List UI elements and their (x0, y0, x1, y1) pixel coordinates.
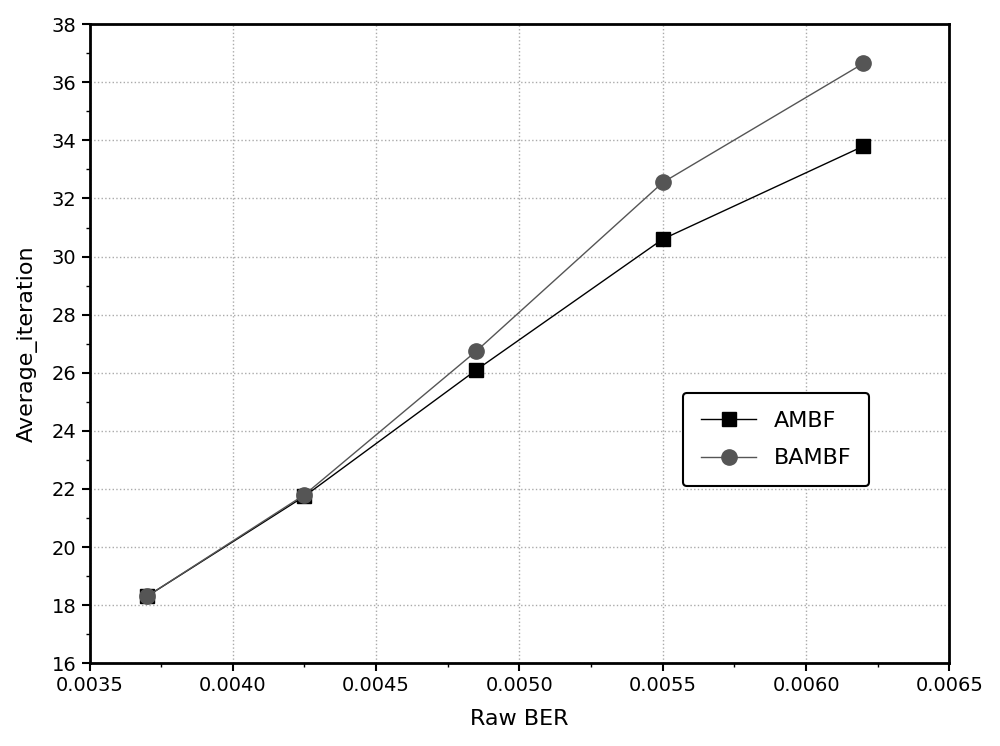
Y-axis label: Average_iteration: Average_iteration (17, 245, 38, 442)
BAMBF (657, 178, 669, 187)
Line: BAMBF: BAMBF (139, 56, 871, 604)
BAMBF (857, 59, 869, 68)
AMBF (857, 142, 869, 151)
AMBF (141, 592, 153, 601)
AMBF (657, 235, 669, 244)
X-axis label: Raw BER: Raw BER (470, 709, 569, 730)
AMBF (298, 492, 310, 501)
Line: AMBF: AMBF (140, 140, 870, 604)
BAMBF (298, 490, 310, 499)
BAMBF (470, 346, 482, 355)
Legend: AMBF, BAMBF: AMBF, BAMBF (683, 393, 869, 486)
BAMBF (141, 592, 153, 601)
AMBF (470, 366, 482, 374)
